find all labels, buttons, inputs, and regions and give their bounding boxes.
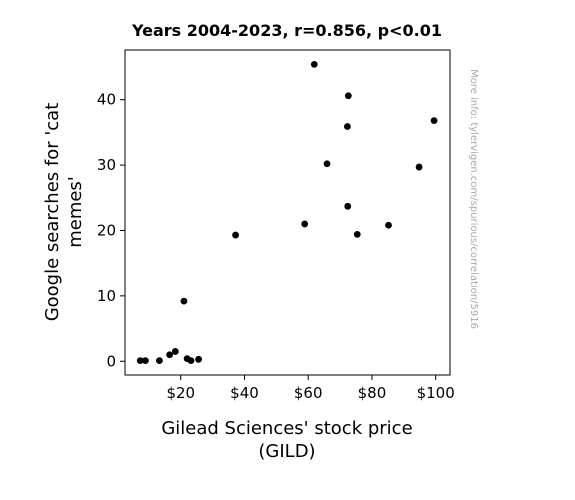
x-tick-label: $100: [417, 384, 455, 402]
data-point: [166, 351, 174, 359]
y-axis-label-line-2: memes': [65, 176, 86, 248]
data-point: [353, 231, 361, 238]
data-point: [232, 231, 239, 239]
data-point: [156, 357, 163, 365]
data-point: [301, 220, 309, 228]
x-axis-label-line-2: (GILD): [258, 441, 315, 462]
data-point: [195, 355, 203, 363]
x-tick-label: $60: [294, 384, 323, 402]
y-axis: 0 10 20 30 40: [97, 91, 125, 370]
x-tick-label: $20: [166, 384, 195, 402]
y-tick-label: 40: [97, 91, 116, 109]
chart-title: Years 2004-2023, r=0.856, p<0.01: [131, 21, 442, 40]
x-tick-label: $80: [358, 384, 387, 402]
data-point: [430, 117, 438, 125]
y-tick-label: 10: [97, 287, 116, 305]
data-point: [385, 221, 392, 229]
x-tick-label: $40: [230, 384, 259, 402]
data-point: [344, 202, 352, 210]
data-point: [180, 297, 188, 305]
data-point: [344, 123, 351, 130]
data-points: [136, 60, 438, 365]
data-point: [344, 92, 352, 100]
data-point: [187, 357, 195, 365]
data-point: [310, 60, 318, 68]
x-axis-label-line-1: Gilead Sciences' stock price: [161, 418, 412, 439]
plot-area: [124, 49, 451, 376]
data-point: [323, 160, 331, 168]
y-tick-label: 30: [97, 156, 116, 174]
data-point: [415, 163, 423, 171]
data-point: [136, 357, 144, 365]
y-tick-label: 0: [106, 352, 116, 370]
y-tick-label: 20: [97, 221, 116, 239]
data-point: [171, 348, 179, 355]
x-axis: $20 $40 $60 $80 $100: [166, 375, 455, 402]
data-point: [141, 357, 149, 365]
y-axis-label-line-1: Google searches for 'cat: [42, 103, 63, 322]
source-note: More info: tylervigen.com/spurious/corre…: [468, 69, 479, 329]
